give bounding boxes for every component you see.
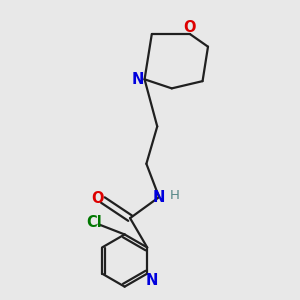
Text: H: H — [169, 189, 179, 202]
Text: N: N — [146, 273, 158, 288]
Text: O: O — [91, 191, 104, 206]
Text: O: O — [184, 20, 196, 35]
Text: N: N — [132, 72, 144, 87]
Text: N: N — [153, 190, 165, 205]
Text: Cl: Cl — [86, 215, 102, 230]
